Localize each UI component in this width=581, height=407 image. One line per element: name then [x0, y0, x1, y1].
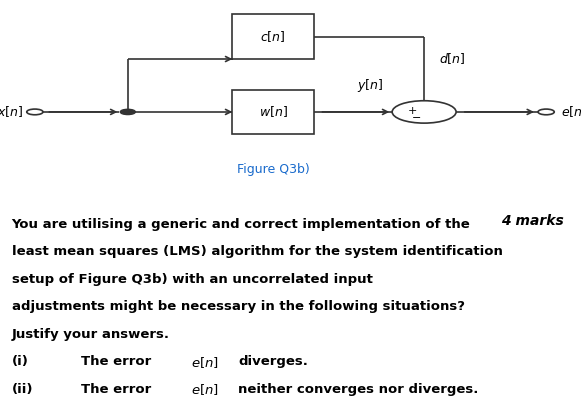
- Text: $y[n]$: $y[n]$: [357, 77, 383, 94]
- Bar: [232, 14, 314, 59]
- Text: $e[n]$: $e[n]$: [191, 383, 219, 398]
- Text: 4 marks: 4 marks: [501, 214, 564, 228]
- Text: $w[n]$: $w[n]$: [259, 105, 288, 119]
- Text: neither converges nor diverges.: neither converges nor diverges.: [238, 383, 479, 396]
- Text: setup of Figure Q3b) with an uncorrelated input: setup of Figure Q3b) with an uncorrelate…: [12, 273, 377, 286]
- Text: (i): (i): [12, 355, 28, 368]
- Text: The error: The error: [81, 355, 156, 368]
- Bar: [232, 90, 314, 134]
- Text: −: −: [411, 113, 421, 123]
- Text: $d[n]$: $d[n]$: [439, 51, 465, 66]
- Text: Figure Q3b): Figure Q3b): [236, 163, 310, 176]
- Text: adjustments might be necessary in the following situations?: adjustments might be necessary in the fo…: [12, 300, 465, 313]
- Text: diverges.: diverges.: [238, 355, 308, 368]
- Text: Justify your answers.: Justify your answers.: [12, 328, 170, 341]
- Text: +: +: [408, 106, 418, 116]
- Text: $e[n]$: $e[n]$: [191, 355, 219, 370]
- Circle shape: [120, 109, 135, 115]
- Text: The error: The error: [81, 383, 156, 396]
- Text: You are utilising a generic and correct implementation of the: You are utilising a generic and correct …: [12, 218, 471, 231]
- Text: (ii): (ii): [12, 383, 33, 396]
- Text: $x[n]$: $x[n]$: [0, 105, 23, 119]
- Text: $e[n]$: $e[n]$: [561, 105, 581, 119]
- Text: least mean squares (LMS) algorithm for the system identification: least mean squares (LMS) algorithm for t…: [12, 245, 503, 258]
- Text: $c[n]$: $c[n]$: [260, 29, 286, 44]
